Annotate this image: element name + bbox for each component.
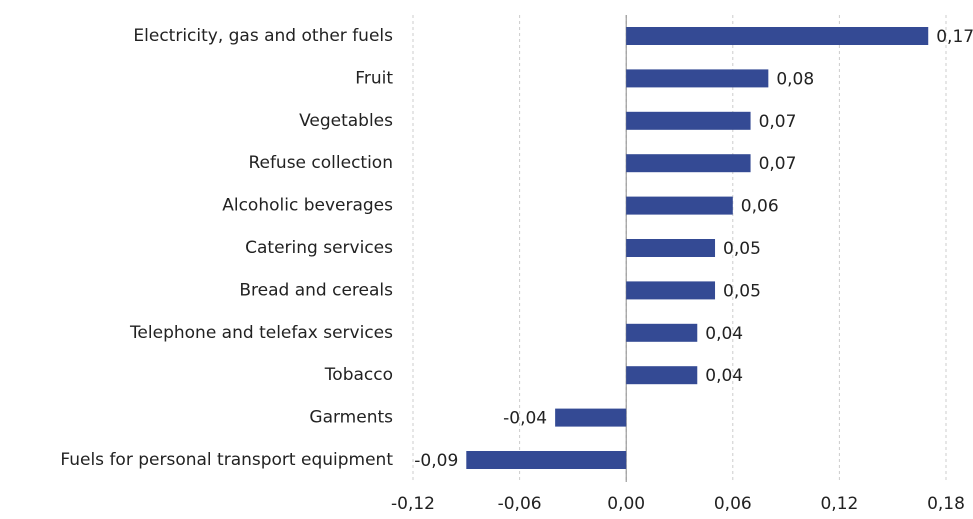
x-tick-label: -0,06 (498, 494, 542, 514)
bar (626, 111, 751, 130)
x-tick-label: 0,00 (607, 494, 645, 514)
x-tick-label: 0,18 (927, 494, 965, 514)
category-label: Tobacco (324, 365, 393, 385)
value-label: 0,04 (705, 324, 743, 344)
x-tick-label: 0,06 (714, 494, 752, 514)
category-label: Fuels for personal transport equipment (60, 450, 393, 470)
category-label: Bread and cereals (239, 280, 393, 300)
value-label: 0,04 (705, 366, 743, 386)
bar (555, 408, 627, 427)
value-label: 0,05 (723, 239, 761, 259)
category-label: Electricity, gas and other fuels (133, 26, 393, 46)
value-label: 0,08 (776, 69, 814, 89)
value-label: 0,07 (759, 154, 797, 174)
category-label: Telephone and telefax services (129, 323, 393, 343)
x-tick-label: -0,12 (391, 494, 435, 514)
value-label: 0,07 (759, 112, 797, 132)
category-label: Alcoholic beverages (222, 196, 393, 216)
value-label: -0,09 (414, 451, 458, 471)
category-label: Refuse collection (248, 153, 393, 173)
bar (626, 27, 929, 45)
bar (626, 366, 698, 385)
category-label: Catering services (245, 238, 393, 258)
category-label: Vegetables (299, 111, 393, 131)
bar (626, 323, 698, 342)
bar (626, 196, 733, 215)
value-label: 0,06 (741, 197, 779, 217)
bar (466, 451, 627, 469)
category-label: Garments (309, 408, 393, 428)
bar (626, 154, 751, 173)
value-label: 0,05 (723, 281, 761, 301)
bar (626, 69, 769, 88)
value-label: 0,17 (936, 27, 973, 47)
bar (626, 281, 716, 300)
x-tick-label: 0,12 (820, 494, 858, 514)
value-label: -0,04 (503, 409, 547, 429)
bar (626, 239, 716, 257)
category-label: Fruit (355, 68, 393, 88)
